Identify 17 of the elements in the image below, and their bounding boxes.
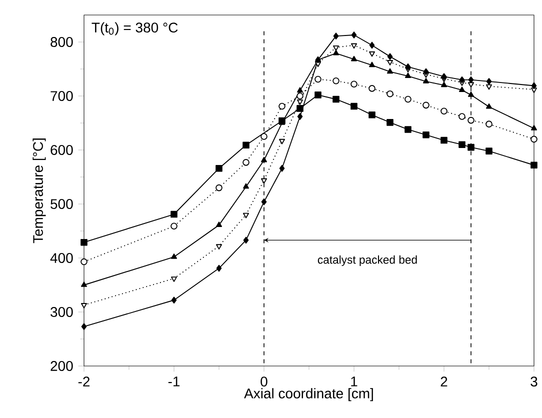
x-tick-label: 1	[351, 376, 358, 386]
y-axis-title: Temperature [°C]	[32, 138, 46, 244]
x-tick-label: 0	[260, 376, 268, 387]
x-tick-label: 2	[440, 376, 448, 386]
x-tick-label: 3	[530, 376, 538, 387]
annotation: T(t$_{0}$) = 380 °C	[92, 22, 178, 36]
y-tick-label: 800	[50, 37, 73, 47]
y-tick-label: 700	[50, 91, 73, 101]
y-tick-label: 200	[50, 361, 73, 371]
y-tick-label: 300	[50, 307, 73, 317]
annotation: catalyst packed bed	[318, 255, 417, 266]
y-tick-label: 600	[50, 145, 73, 155]
x-axis-title: Axial coordinate [cm]	[244, 388, 373, 402]
x-tick-label: -1	[168, 376, 180, 386]
y-tick-label: 500	[50, 199, 73, 209]
y-tick-label: 400	[50, 253, 73, 263]
x-tick-label: -2	[78, 376, 90, 386]
